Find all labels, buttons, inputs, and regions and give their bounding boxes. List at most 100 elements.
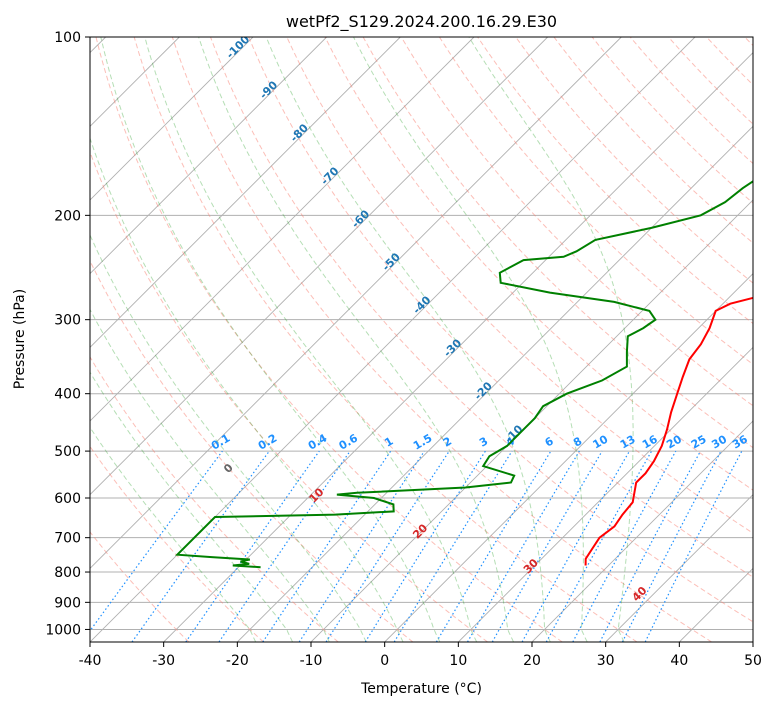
mixing-ratio-line	[621, 450, 722, 642]
dry-adiabat-line	[515, 37, 753, 284]
dry-adiabat-line	[553, 37, 753, 244]
moist-adiabat-line	[144, 37, 478, 642]
mixing-ratio-label: 16	[640, 432, 660, 451]
isotherm-label: -40	[410, 293, 433, 316]
moist-adiabat-line	[90, 136, 404, 642]
moist-adiabat-line	[353, 37, 588, 642]
x-axis-label: Temperature (°C)	[360, 681, 482, 697]
mixing-ratio-line	[131, 450, 270, 642]
x-tick-label: 10	[449, 653, 467, 669]
isotherm-gridline	[163, 52, 753, 642]
mixing-ratio-label: 10	[591, 432, 611, 451]
x-tick-label: 20	[523, 653, 541, 669]
isotherm-gridline	[605, 494, 753, 642]
isotherm-gridline	[679, 567, 753, 642]
dry-adiabat-line	[286, 37, 753, 534]
mixing-ratio-label: 25	[689, 433, 709, 452]
isotherm-gridline	[90, 37, 548, 496]
y-tick-label: 400	[54, 387, 81, 403]
mixing-ratio-label: 8	[571, 435, 584, 450]
mixing-ratio-label: 3	[477, 435, 490, 450]
mixing-ratio-line	[185, 450, 320, 642]
isotherm-gridline	[384, 273, 753, 642]
y-tick-label: 800	[54, 565, 81, 581]
mixing-ratio-label: 1.5	[411, 432, 434, 453]
chart-title: wetPf2_S129.2024.200.16.29.E30	[286, 12, 557, 32]
mixing-ratio-line	[491, 450, 603, 642]
x-axis-ticks: -40 -30 -20 -10 0 10 20 30 40 50	[79, 642, 762, 669]
moist-adiabat-line	[100, 37, 441, 642]
isotherm-gridline	[752, 641, 753, 642]
dry-adiabat-line	[706, 37, 753, 86]
dry-adiabat-line	[324, 37, 753, 491]
dry-adiabat-line	[400, 37, 753, 407]
dry-adiabat-line	[90, 150, 488, 642]
isotherm-gridline	[310, 199, 753, 642]
dry-adiabat-line	[248, 37, 753, 578]
y-tick-label: 500	[54, 444, 81, 460]
mixing-ratio-label: 20	[664, 432, 684, 451]
isotherm-gridline	[90, 37, 401, 348]
mixing-ratio-line	[599, 450, 702, 642]
y-tick-label: 1000	[45, 622, 81, 638]
y-tick-label: 700	[54, 531, 81, 547]
y-tick-label: 300	[54, 313, 81, 329]
isotherm-gridline	[237, 125, 753, 642]
dry-adiabat-line	[90, 445, 264, 642]
dry-adiabat-line	[133, 37, 638, 642]
mixing-ratio-line	[262, 450, 392, 642]
mixing-ratio-line	[466, 450, 580, 642]
dry-adiabat-line	[90, 355, 339, 642]
isotherm-label: -70	[318, 164, 341, 187]
isotherm-label: -30	[441, 336, 464, 359]
y-axis-ticks: 100 200 300 400 500 600 700 800 900 1000	[45, 30, 90, 638]
mixing-ratio-line	[545, 450, 653, 642]
isotherm-gridline	[458, 346, 753, 642]
dry-adiabat-line	[477, 37, 753, 325]
isotherm-gridline	[90, 37, 254, 201]
dry-adiabat-line	[95, 37, 563, 642]
mixing-ratio-label: 30	[709, 432, 729, 451]
dry-adiabat-line	[362, 37, 753, 449]
mixing-ratio-label: 36	[730, 432, 750, 451]
profile-series	[175, 180, 753, 569]
x-tick-label: -20	[226, 653, 249, 669]
x-tick-label: -30	[152, 653, 175, 669]
dewpoint-line	[175, 180, 753, 569]
moist-adiabat-line	[468, 37, 634, 642]
isotherm-gridline	[531, 420, 753, 642]
mixing-ratio-line	[435, 450, 552, 642]
x-tick-label: -40	[79, 653, 102, 669]
dry-adiabat-line	[90, 531, 190, 642]
temperature-line	[584, 296, 753, 566]
mixing-ratio-line	[325, 450, 450, 642]
mixing-ratio-label: 1	[382, 435, 395, 450]
x-tick-label: 50	[744, 653, 762, 669]
mixing-ratio-label: 13	[618, 433, 638, 452]
mixing-ratio-line	[90, 450, 223, 632]
mixing-ratio-line	[572, 450, 677, 642]
mixing-ratio-line	[393, 450, 513, 642]
isotherm-gridline	[90, 37, 622, 569]
mixing-ratio-label: 6	[543, 434, 556, 449]
y-tick-label: 600	[54, 491, 81, 507]
x-tick-label: 40	[670, 653, 688, 669]
dry-adiabat-line	[171, 37, 712, 642]
isotherm-label: -50	[380, 250, 403, 273]
moist-adiabat-line	[90, 233, 367, 642]
dry-adiabat-line	[668, 37, 753, 125]
dry-adiabat-line	[438, 37, 753, 365]
dry-adiabat-line	[90, 259, 414, 642]
isotherm-gridline	[90, 37, 327, 275]
background-lines	[90, 37, 753, 642]
plot-frame	[89, 36, 754, 643]
y-axis-label: Pressure (hPa)	[12, 289, 28, 389]
moist-adiabat-line	[90, 426, 257, 642]
x-tick-label: 30	[597, 653, 615, 669]
y-tick-label: 100	[54, 30, 81, 46]
mixing-ratio-line	[218, 450, 351, 642]
isotherm-label: -60	[349, 207, 372, 230]
mixing-ratio-label: 0.2	[256, 432, 279, 453]
dry-adiabat-line	[210, 37, 753, 623]
